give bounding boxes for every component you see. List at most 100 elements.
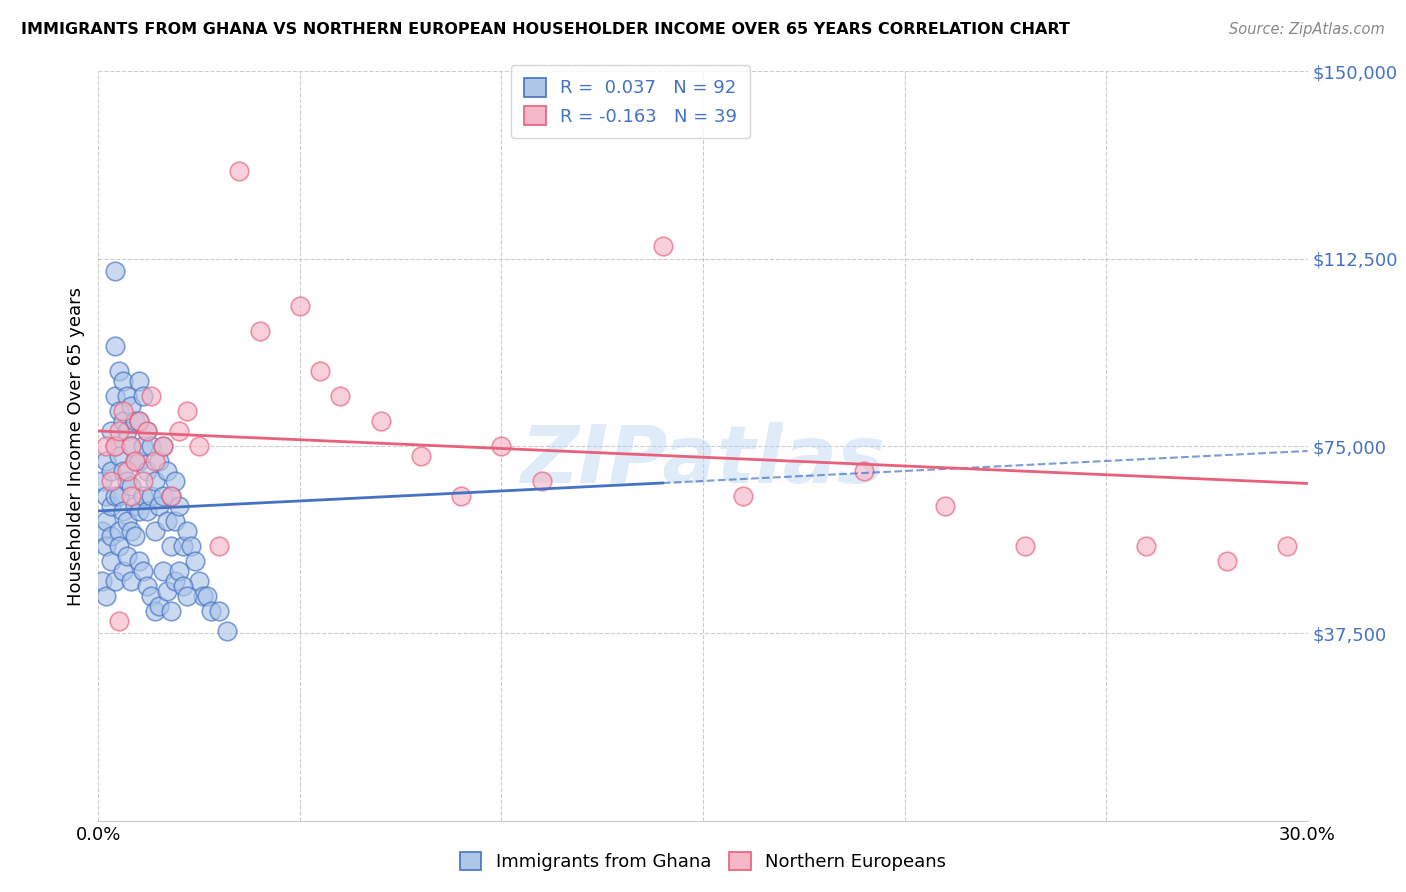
Point (160, 489, 183, 503)
Point (103, 439, 125, 453)
Point (100, 529, 122, 543)
Point (139, 489, 162, 503)
Point (139, 389, 162, 403)
Point (120, 489, 142, 503)
Point (176, 404, 198, 418)
Point (132, 489, 155, 503)
Point (103, 574, 125, 588)
Point (135, 464, 157, 478)
Point (143, 454, 166, 468)
Point (96, 489, 118, 503)
Point (132, 564, 155, 578)
Point (91, 524, 114, 538)
Point (111, 564, 134, 578)
Point (124, 454, 146, 468)
Point (651, 239, 673, 253)
Point (96, 439, 118, 453)
Point (103, 389, 125, 403)
Point (100, 499, 122, 513)
Point (135, 424, 157, 438)
Point (91, 474, 114, 488)
Point (288, 299, 311, 313)
Point (180, 539, 202, 553)
Point (132, 439, 155, 453)
Point (167, 564, 190, 578)
Point (115, 389, 138, 403)
Point (160, 604, 183, 618)
Point (120, 399, 142, 413)
Point (143, 524, 166, 538)
Point (111, 404, 134, 418)
Point (160, 539, 183, 553)
Point (128, 454, 150, 468)
Point (200, 604, 222, 618)
Point (139, 439, 162, 453)
Point (733, 489, 755, 503)
Point (120, 439, 142, 453)
Point (188, 574, 211, 588)
Point (132, 389, 155, 403)
Point (135, 579, 157, 593)
Point (152, 564, 174, 578)
Point (228, 164, 250, 178)
Point (107, 614, 129, 628)
Point (111, 414, 134, 428)
Point (128, 414, 150, 428)
Point (195, 589, 218, 603)
Point (163, 574, 186, 588)
Point (128, 414, 150, 428)
Point (450, 489, 472, 503)
Point (249, 324, 271, 338)
Point (103, 339, 125, 353)
Point (1277, 539, 1299, 553)
Point (193, 589, 215, 603)
Point (160, 489, 183, 503)
Point (120, 574, 142, 588)
Point (172, 579, 194, 593)
Point (96, 514, 118, 528)
Point (107, 449, 129, 463)
Point (115, 464, 138, 478)
Point (853, 464, 876, 478)
Point (132, 474, 155, 488)
Point (103, 439, 125, 453)
Point (491, 439, 513, 453)
Point (96, 539, 118, 553)
Point (91, 574, 114, 588)
Point (167, 424, 190, 438)
Point (148, 599, 170, 613)
Point (124, 499, 146, 513)
Point (1135, 539, 1157, 553)
Point (156, 583, 179, 598)
Point (107, 424, 129, 438)
Point (409, 449, 432, 463)
Point (103, 264, 125, 278)
Point (124, 529, 146, 543)
Y-axis label: Householder Income Over 65 years: Householder Income Over 65 years (66, 286, 84, 606)
Point (115, 549, 138, 563)
Text: ZIPatlas: ZIPatlas (520, 422, 886, 500)
Point (107, 404, 129, 418)
Point (96, 454, 118, 468)
Point (124, 454, 146, 468)
Point (96, 589, 118, 603)
Point (329, 389, 352, 403)
Point (1216, 554, 1239, 568)
Point (143, 474, 166, 488)
Point (156, 464, 179, 478)
Text: IMMIGRANTS FROM GHANA VS NORTHERN EUROPEAN HOUSEHOLDER INCOME OVER 65 YEARS CORR: IMMIGRANTS FROM GHANA VS NORTHERN EUROPE… (21, 22, 1070, 37)
Point (176, 524, 198, 538)
Point (128, 374, 150, 388)
Legend: Immigrants from Ghana, Northern Europeans: Immigrants from Ghana, Northern European… (453, 845, 953, 879)
Text: Source: ZipAtlas.com: Source: ZipAtlas.com (1229, 22, 1385, 37)
Point (156, 514, 179, 528)
Point (100, 474, 122, 488)
Point (184, 554, 207, 568)
Point (115, 514, 138, 528)
Point (217, 624, 239, 638)
Point (163, 514, 186, 528)
Point (124, 414, 146, 428)
Point (100, 464, 122, 478)
Point (163, 474, 186, 488)
Point (148, 499, 170, 513)
